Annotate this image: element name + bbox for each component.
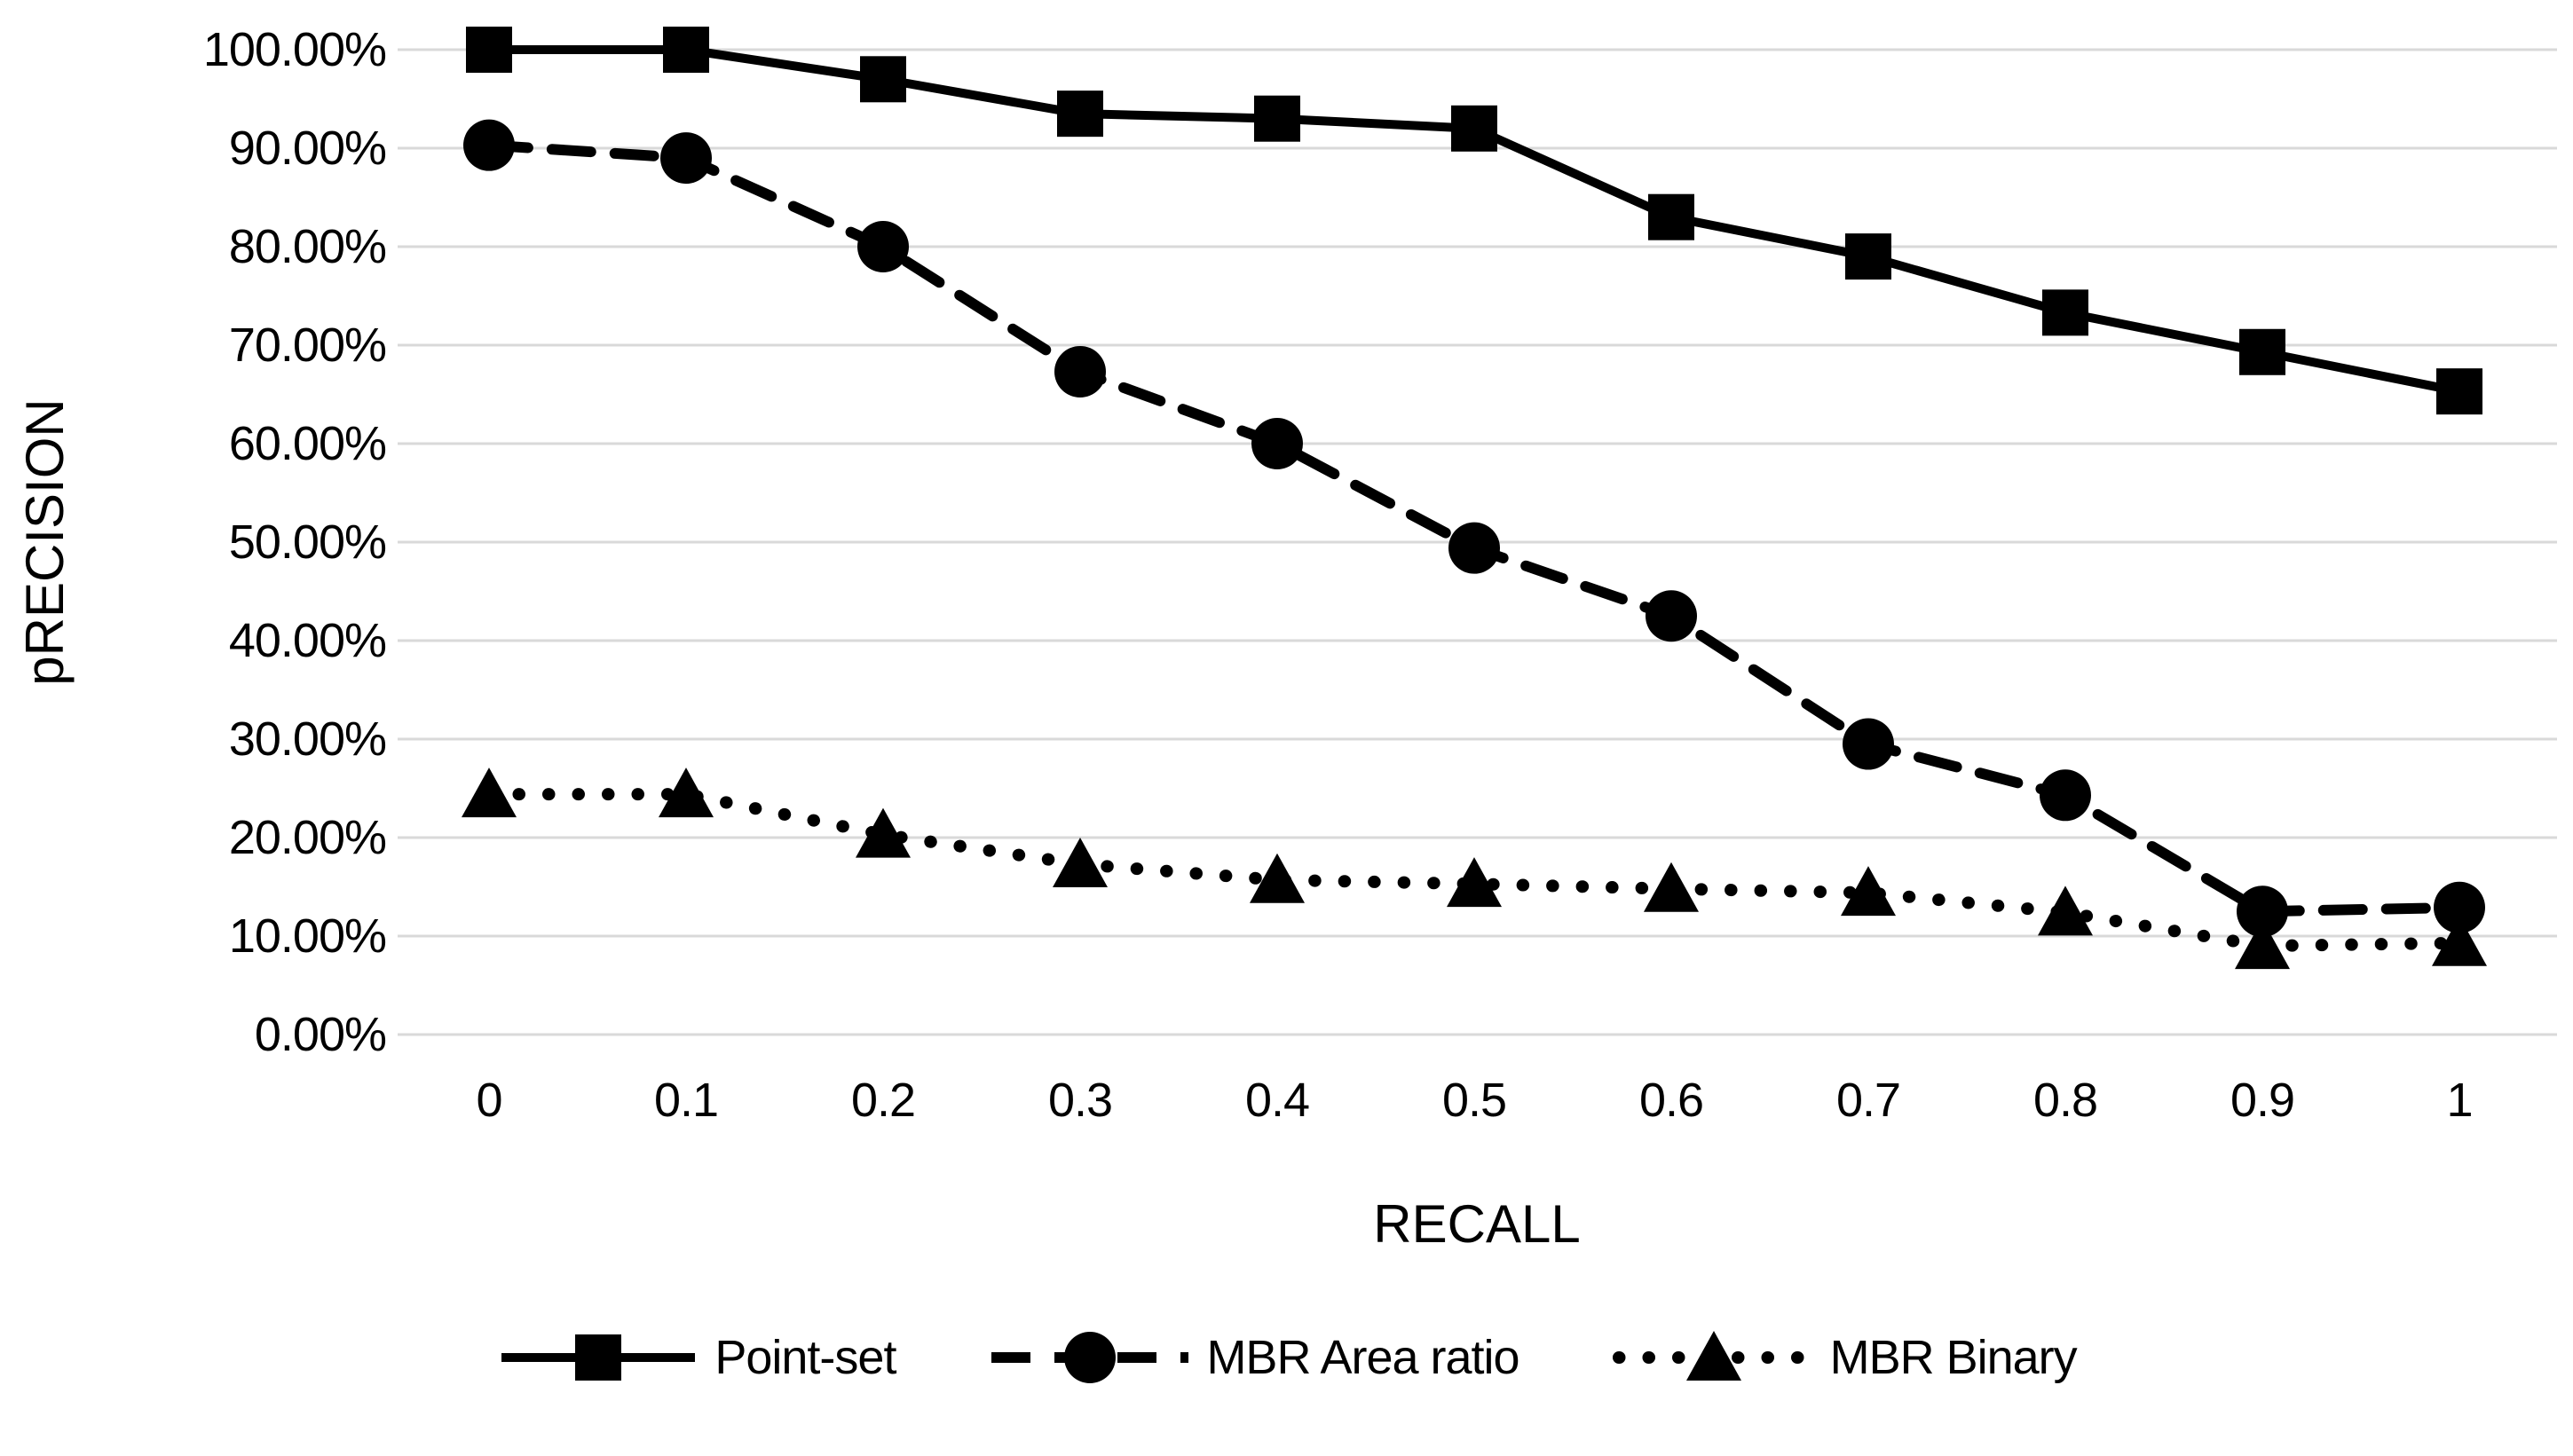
legend: Point-set MBR Area ratio MBR Binary xyxy=(0,1329,2573,1386)
legend-swatch-dashed-circle xyxy=(991,1332,1189,1383)
legend-label: MBR Area ratio xyxy=(1206,1331,1519,1384)
data-point-square xyxy=(1057,91,1103,138)
data-point-square xyxy=(2436,368,2482,415)
data-point-triangle xyxy=(2038,885,2093,936)
data-point-triangle xyxy=(1250,853,1305,903)
data-point-square xyxy=(1648,193,1694,240)
data-point-circle xyxy=(857,221,909,272)
data-point-square xyxy=(2239,328,2285,375)
data-point-triangle xyxy=(1447,857,1502,908)
data-point-square xyxy=(1451,105,1497,152)
data-point-square xyxy=(860,56,906,103)
data-point-triangle xyxy=(462,767,517,818)
data-point-circle xyxy=(1054,345,1106,397)
data-point-circle xyxy=(2040,769,2091,822)
data-point-square xyxy=(663,27,709,73)
data-point-circle xyxy=(1646,590,1697,642)
data-point-circle xyxy=(1448,522,1500,574)
legend-swatch-dotted-triangle xyxy=(1612,1331,1815,1381)
legend-label: Point-set xyxy=(714,1331,896,1384)
x-axis-title: RECALL xyxy=(1373,1194,1581,1254)
data-point-square xyxy=(1254,95,1300,142)
y-axis-title: pRECISION xyxy=(15,398,75,686)
legend-swatch-solid-square xyxy=(501,1334,696,1381)
legend-item-mbr-binary: MBR Binary xyxy=(1612,1329,2078,1386)
data-point-triangle xyxy=(2432,916,2487,966)
data-point-circle xyxy=(2434,881,2485,933)
data-point-triangle xyxy=(1841,866,1896,917)
legend-item-mbr-area-ratio: MBR Area ratio xyxy=(988,1329,1520,1386)
data-point-triangle xyxy=(659,767,714,818)
series-layer xyxy=(462,27,2487,970)
data-point-circle xyxy=(660,132,712,185)
legend-label: MBR Binary xyxy=(1829,1331,2078,1384)
data-point-circle xyxy=(2237,885,2288,938)
data-point-circle xyxy=(1843,718,1894,770)
data-point-circle xyxy=(1251,418,1303,469)
data-point-square xyxy=(1845,233,1891,280)
legend-item-point-set: Point-set xyxy=(496,1329,896,1386)
series-line-square xyxy=(485,45,2464,397)
data-point-circle xyxy=(463,119,515,171)
data-point-triangle xyxy=(1053,837,1108,887)
data-point-square xyxy=(466,27,512,73)
data-point-triangle xyxy=(2235,919,2290,970)
data-point-square xyxy=(2042,289,2088,336)
data-point-triangle xyxy=(856,807,911,858)
series-line-triangle xyxy=(483,788,2466,953)
data-point-triangle xyxy=(1644,862,1699,912)
